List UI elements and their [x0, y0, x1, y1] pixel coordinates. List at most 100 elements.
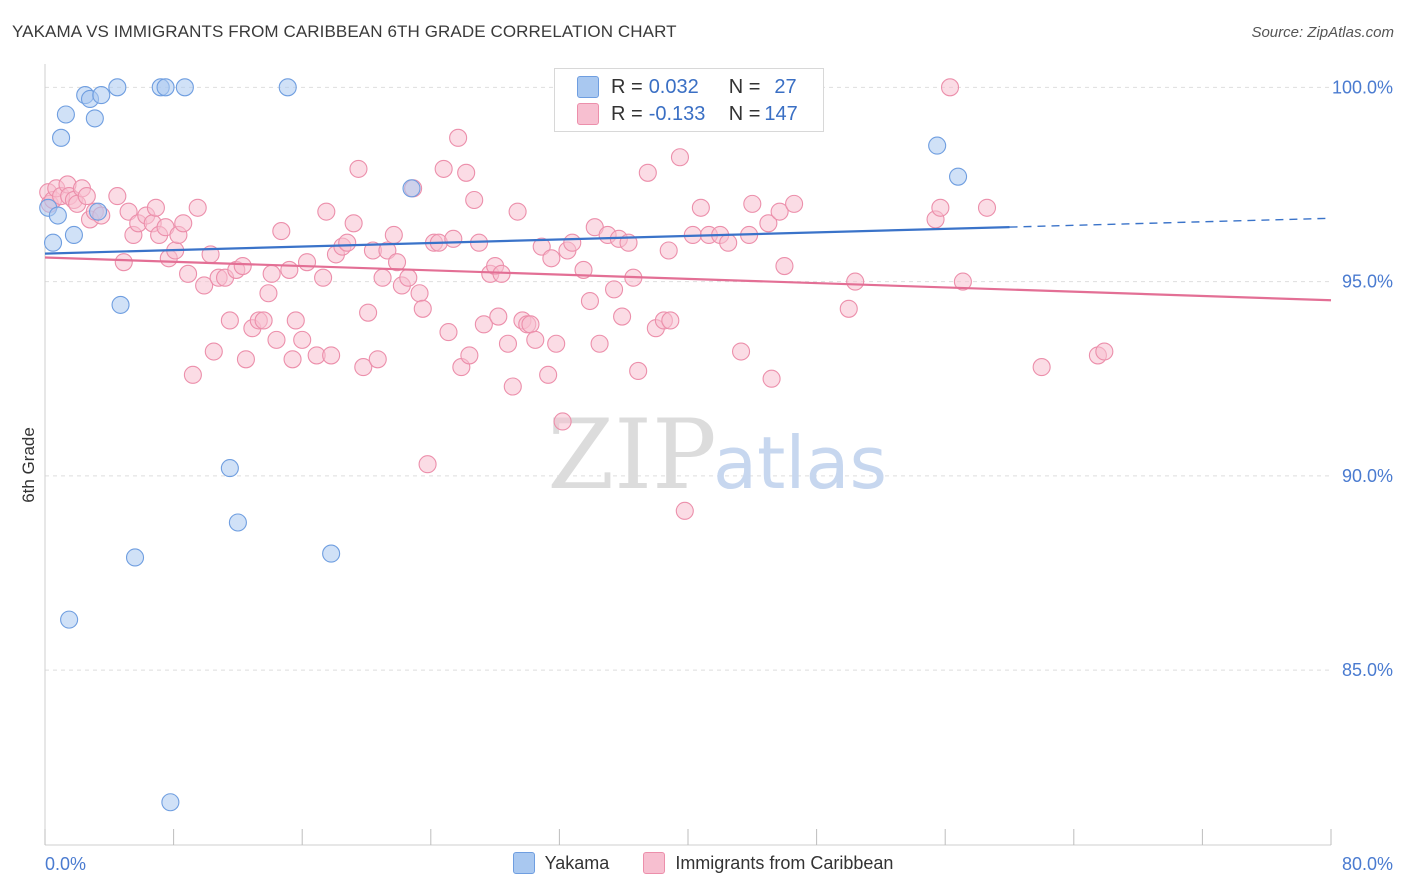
caribbean-point [638, 163, 657, 182]
caribbean-point [474, 315, 493, 334]
caribbean-point [775, 256, 794, 276]
watermark-atlas: atlas [713, 421, 887, 505]
yakama-point [85, 109, 104, 128]
caribbean-point [539, 365, 558, 384]
legend-n-value: 147 [764, 102, 798, 125]
caribbean-point [188, 198, 207, 217]
caribbean-point [613, 307, 632, 326]
caribbean-point [259, 284, 278, 303]
caribbean-point [146, 198, 165, 217]
legend-item-yakama: Yakama [512, 852, 609, 874]
legend-r-label: R = [611, 102, 643, 125]
caribbean-point [322, 346, 341, 365]
y-tick-label: 100.0% [1332, 77, 1393, 97]
yakama-point [56, 105, 75, 124]
yakama-point [125, 548, 145, 567]
legend-swatch-caribbean [643, 852, 666, 874]
caribbean-point [532, 237, 551, 256]
caribbean-point [846, 272, 865, 291]
caribbean-point [508, 202, 527, 221]
caribbean-point [931, 198, 950, 217]
y-tick-label: 85.0% [1342, 660, 1393, 680]
caribbean-point [434, 159, 453, 178]
caribbean-point [743, 194, 762, 213]
legend-item-caribbean: Immigrants from Caribbean [643, 852, 893, 874]
legend-n-label: N = [728, 75, 761, 98]
legend-n-value: 27 [774, 75, 797, 98]
caribbean-point [659, 241, 678, 260]
caribbean-point [759, 214, 778, 233]
caribbean-point [114, 253, 133, 272]
yakama-point [88, 202, 108, 221]
yakama-point [64, 225, 83, 245]
caribbean-point [280, 260, 299, 279]
x-tick-label: 0.0% [45, 854, 86, 874]
caribbean-point [378, 241, 397, 260]
caribbean-point [1095, 342, 1114, 361]
caribbean-point [349, 159, 368, 178]
caribbean-point [563, 233, 582, 252]
caribbean-point [465, 190, 484, 210]
caribbean-point [338, 233, 357, 252]
caribbean-point [439, 323, 458, 342]
caribbean-point [297, 253, 317, 272]
series-legend: Yakama Immigrants from Caribbean [0, 852, 1406, 874]
caribbean-point [220, 311, 239, 330]
caribbean-point [449, 128, 468, 147]
caribbean-point [267, 330, 286, 349]
caribbean-point [359, 303, 378, 322]
caribbean-point [204, 342, 223, 361]
caribbean-point [413, 299, 432, 318]
caribbean-point [731, 342, 751, 361]
yakama-point [60, 610, 79, 629]
caribbean-point [444, 229, 463, 248]
caribbean-point [503, 377, 522, 396]
caribbean-point [839, 299, 858, 318]
yakama-point [43, 233, 63, 252]
y-tick-label: 95.0% [1342, 272, 1393, 292]
caribbean-point [521, 315, 540, 334]
yakama-point [108, 78, 127, 97]
source-credit: Source: ZipAtlas.com [1251, 24, 1394, 41]
caribbean-point [547, 334, 566, 353]
watermark-zip: ZIP [547, 399, 716, 511]
caribbean-point [762, 369, 781, 388]
yakama-point [928, 136, 947, 155]
yakama-point [402, 179, 421, 198]
caribbean-point [254, 311, 273, 330]
caribbean-point [675, 501, 694, 520]
legend-n-label: N = [728, 102, 761, 125]
yakama-point [111, 295, 130, 314]
yakama-point [949, 167, 968, 186]
x-tick-label: 80.0% [1342, 854, 1393, 874]
gridlines [45, 86, 1331, 671]
caribbean-point [119, 202, 138, 221]
caribbean-point [354, 358, 373, 377]
chart-title: YAKAMA VS IMMIGRANTS FROM CARIBBEAN 6TH … [12, 22, 677, 41]
yakama-point [278, 78, 297, 97]
caribbean-point [489, 307, 508, 326]
caribbean-point [498, 334, 518, 353]
caribbean-point [553, 412, 572, 431]
caribbean-point [661, 311, 680, 330]
caribbean-point [317, 202, 336, 221]
yakama-point [228, 513, 247, 532]
caribbean-point [283, 350, 302, 369]
data-points [39, 78, 1114, 812]
caribbean-point [629, 361, 648, 381]
caribbean-point [344, 214, 363, 233]
caribbean-point [670, 148, 690, 167]
caribbean-point [770, 202, 789, 221]
caribbean-point [286, 311, 305, 330]
yakama-point [156, 78, 175, 97]
caribbean-point [542, 249, 561, 268]
caribbean-trend-line [44, 256, 1332, 302]
yakama-point [322, 544, 341, 563]
caribbean-point [460, 346, 479, 365]
caribbean-point [373, 268, 392, 287]
yakama-point [220, 459, 239, 478]
caribbean-point [605, 280, 624, 299]
caribbean-point [1032, 358, 1051, 377]
watermark: ZIP atlas [547, 399, 887, 511]
